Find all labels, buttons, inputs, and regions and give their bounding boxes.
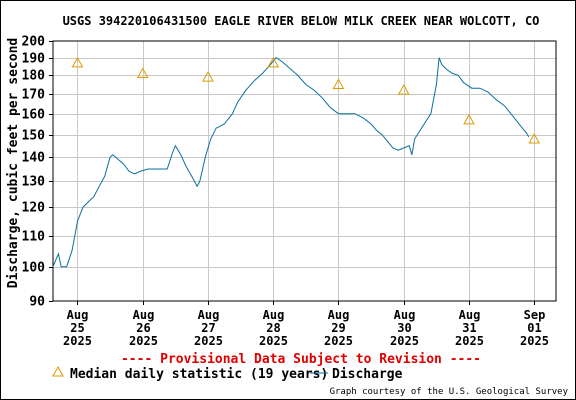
plot-frame: [52, 40, 557, 302]
x-tick-label: Aug: [198, 308, 220, 322]
gridlines: [52, 40, 557, 302]
median-marker: [71, 56, 84, 68]
x-tick-label: Aug: [459, 308, 481, 322]
x-tick-label: Aug: [263, 308, 285, 322]
x-tick-label: 2025: [390, 334, 419, 348]
x-tick-label: 31: [462, 321, 476, 335]
x-tick-label: 2025: [194, 334, 223, 348]
legend-discharge-label: Discharge: [332, 367, 403, 382]
plot-area: [52, 40, 557, 302]
median-marker: [528, 133, 541, 144]
x-tick-label: 30: [397, 321, 411, 335]
legend-median-label: Median daily statistic (19 years): [70, 367, 328, 382]
plot-border: [52, 40, 557, 302]
y-tick-label: 160: [22, 108, 46, 123]
series-layer: [52, 57, 530, 268]
x-tick-label: Sep: [524, 308, 546, 322]
provisional-notice: ---- Provisional Data Subject to Revisio…: [121, 352, 481, 367]
median-marker: [267, 56, 280, 68]
y-tick-label: 110: [22, 230, 46, 245]
legend-median-icon: [52, 365, 64, 377]
median-marker: [332, 78, 345, 89]
x-tick-label: 27: [201, 321, 215, 335]
x-tick-label: 29: [331, 321, 345, 335]
x-tick-label: 2025: [63, 334, 92, 348]
x-tick-label: 25: [70, 321, 84, 335]
x-tick-label: 2025: [324, 334, 353, 348]
x-tick-label: 01: [527, 321, 541, 335]
x-tick-label: 26: [136, 321, 150, 335]
x-tick-label: 2025: [259, 334, 288, 348]
credit-text: Graph courtesy of the U.S. Geological Su…: [330, 387, 569, 397]
median-marker: [463, 113, 475, 125]
x-tick-label: 2025: [520, 334, 549, 348]
x-tick-label: Aug: [394, 308, 416, 322]
y-axis-ticks: 90 100 110 120 130 140 150 160 170 180 190 200: [22, 35, 53, 310]
y-tick-label: 150: [22, 129, 46, 144]
y-axis-label: Discharge, cubic feet per second: [6, 38, 21, 288]
y-tick-label: 100: [22, 261, 46, 276]
x-tick-label: 2025: [455, 334, 484, 348]
median-marker: [136, 67, 149, 79]
legend: Median daily statistic (19 years) Discha…: [52, 365, 403, 382]
median-marker: [202, 71, 214, 82]
chart-title: USGS 394220106431500 EAGLE RIVER BELOW M…: [63, 14, 540, 28]
x-axis-ticks: Aug252025Aug262025Aug272025Aug282025Aug2…: [63, 301, 549, 348]
y-tick-label: 90: [29, 295, 45, 310]
median-markers: [71, 56, 541, 144]
median-marker: [397, 84, 410, 95]
y-tick-label: 180: [22, 69, 46, 84]
x-tick-label: Aug: [328, 308, 350, 322]
x-tick-label: Aug: [67, 308, 89, 322]
x-tick-label: 28: [266, 321, 280, 335]
discharge-line: [52, 57, 530, 268]
x-tick-label: 2025: [129, 334, 158, 348]
y-tick-label: 130: [22, 175, 46, 190]
y-tick-label: 190: [22, 52, 46, 67]
y-tick-label: 120: [22, 201, 46, 216]
x-tick-label: Aug: [133, 308, 155, 322]
y-tick-label: 170: [22, 88, 46, 103]
y-tick-label: 200: [22, 35, 46, 50]
y-tick-label: 140: [22, 151, 46, 166]
